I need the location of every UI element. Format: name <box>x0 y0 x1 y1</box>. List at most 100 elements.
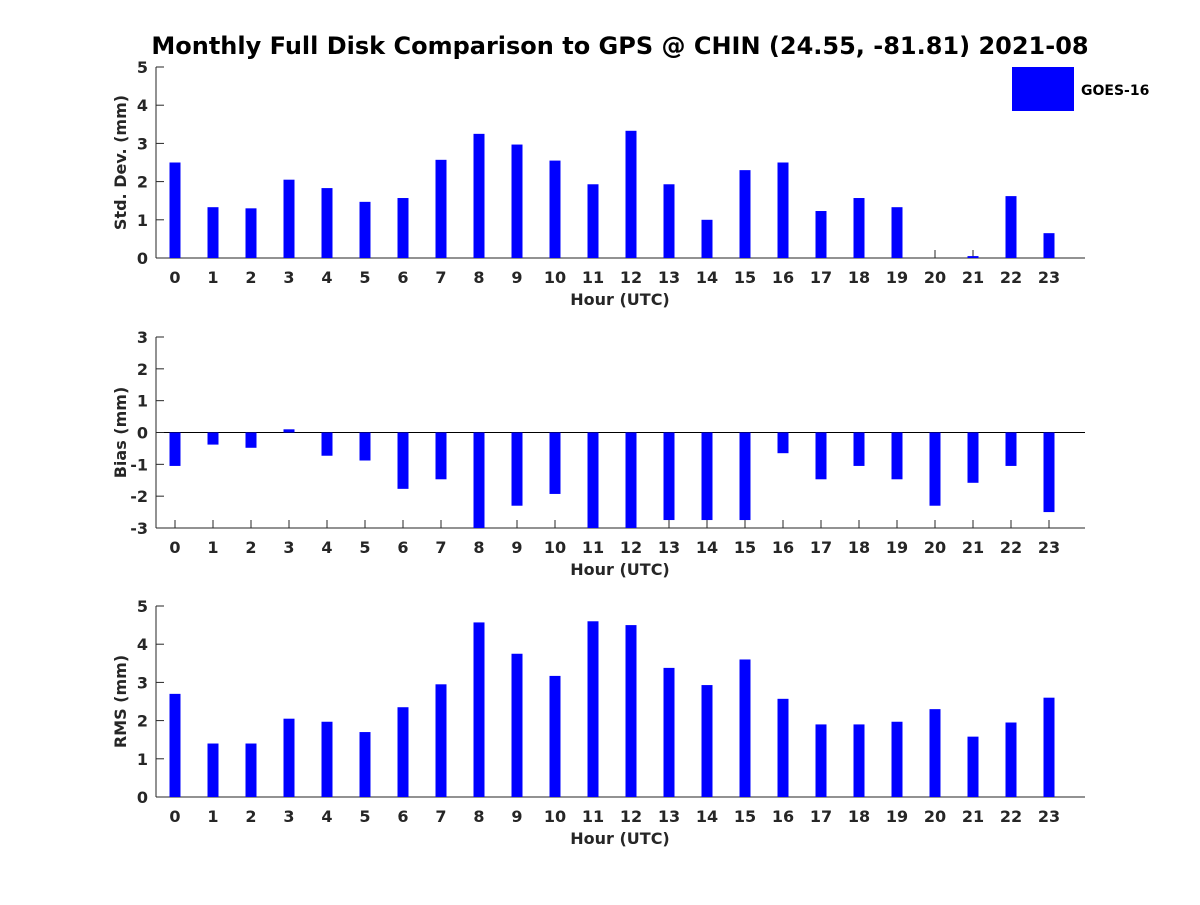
y-tick-label: 3 <box>137 134 148 153</box>
x-tick-label: 18 <box>848 807 870 826</box>
bar-hour-19 <box>891 721 903 797</box>
x-tick-label: 14 <box>696 268 718 287</box>
x-tick-label: 11 <box>582 538 604 557</box>
bar-hour-18 <box>853 724 865 797</box>
legend-label: GOES-16 <box>1081 83 1149 99</box>
x-tick-label: 3 <box>283 807 294 826</box>
y-tick-label: 4 <box>137 96 148 115</box>
x-axis-label: Hour (UTC) <box>570 290 670 309</box>
x-tick-label: 3 <box>283 268 294 287</box>
bar-hour-19 <box>891 432 903 480</box>
bar-hour-22 <box>1005 196 1017 258</box>
bar-hour-1 <box>207 432 219 445</box>
x-tick-label: 21 <box>962 807 984 826</box>
x-tick-label: 17 <box>810 538 832 557</box>
x-tick-label: 17 <box>810 268 832 287</box>
x-tick-label: 15 <box>734 807 756 826</box>
bar-hour-3 <box>283 718 295 797</box>
x-tick-label: 3 <box>283 538 294 557</box>
x-tick-label: 21 <box>962 538 984 557</box>
bar-hour-6 <box>397 707 409 797</box>
bar-hour-5 <box>359 201 371 258</box>
bar-hour-2 <box>245 208 257 258</box>
y-tick-label: 3 <box>137 673 148 692</box>
x-tick-label: 6 <box>397 807 408 826</box>
y-tick-label: 0 <box>137 424 148 443</box>
y-tick-label: -2 <box>130 487 148 506</box>
x-tick-label: 1 <box>207 807 218 826</box>
x-tick-label: 1 <box>207 268 218 287</box>
bar-hour-1 <box>207 207 219 258</box>
bar-hour-3 <box>283 179 295 258</box>
bar-hour-9 <box>511 653 523 797</box>
y-axis-label: Bias (mm) <box>111 387 130 479</box>
y-tick-label: 2 <box>137 712 148 731</box>
bar-hour-5 <box>359 732 371 797</box>
x-tick-label: 22 <box>1000 807 1022 826</box>
x-tick-label: 21 <box>962 268 984 287</box>
x-tick-label: 10 <box>544 268 566 287</box>
x-tick-label: 16 <box>772 807 794 826</box>
bar-hour-1 <box>207 743 219 797</box>
bar-hour-3 <box>283 429 295 433</box>
x-tick-label: 19 <box>886 538 908 557</box>
bar-hour-19 <box>891 207 903 258</box>
x-tick-label: 23 <box>1038 538 1060 557</box>
x-tick-label: 8 <box>473 538 484 557</box>
bar-hour-0 <box>169 432 181 466</box>
bar-hour-9 <box>511 144 523 258</box>
bar-hour-14 <box>701 685 713 797</box>
x-tick-label: 4 <box>321 807 332 826</box>
bar-hour-5 <box>359 432 371 461</box>
bar-hour-20 <box>929 709 941 797</box>
bar-hour-11 <box>587 184 599 258</box>
bar-hour-4 <box>321 188 333 258</box>
x-tick-label: 5 <box>359 807 370 826</box>
x-tick-label: 9 <box>511 538 522 557</box>
bar-hour-21 <box>967 736 979 797</box>
x-tick-label: 11 <box>582 807 604 826</box>
bar-hour-23 <box>1043 233 1055 258</box>
x-tick-label: 13 <box>658 807 680 826</box>
x-tick-label: 19 <box>886 268 908 287</box>
x-tick-label: 0 <box>169 268 180 287</box>
x-tick-label: 22 <box>1000 538 1022 557</box>
x-tick-label: 17 <box>810 807 832 826</box>
x-tick-label: 12 <box>620 538 642 557</box>
x-tick-label: 5 <box>359 538 370 557</box>
bar-hour-2 <box>245 432 257 448</box>
x-tick-label: 8 <box>473 268 484 287</box>
bar-hour-22 <box>1005 432 1017 466</box>
bar-hour-21 <box>967 256 979 258</box>
bar-hour-9 <box>511 432 523 506</box>
x-tick-label: 23 <box>1038 807 1060 826</box>
bar-hour-6 <box>397 432 409 489</box>
chart-title: Monthly Full Disk Comparison to GPS @ CH… <box>151 32 1088 60</box>
bar-hour-13 <box>663 184 675 258</box>
bar-hour-16 <box>777 432 789 454</box>
x-tick-label: 9 <box>511 268 522 287</box>
x-tick-label: 7 <box>435 538 446 557</box>
bar-hour-12 <box>625 432 637 528</box>
bar-hour-10 <box>549 160 561 258</box>
bar-hour-10 <box>549 432 561 494</box>
x-tick-label: 20 <box>924 268 946 287</box>
x-tick-label: 15 <box>734 268 756 287</box>
y-tick-label: 2 <box>137 173 148 192</box>
bar-hour-14 <box>701 219 713 258</box>
x-tick-label: 16 <box>772 268 794 287</box>
bar-hour-15 <box>739 659 751 797</box>
x-tick-label: 0 <box>169 538 180 557</box>
y-tick-label: 3 <box>137 328 148 347</box>
x-tick-label: 4 <box>321 268 332 287</box>
y-tick-label: -3 <box>130 519 148 538</box>
x-tick-label: 5 <box>359 268 370 287</box>
x-tick-label: 14 <box>696 807 718 826</box>
bar-hour-23 <box>1043 432 1055 513</box>
bar-hour-4 <box>321 432 333 456</box>
x-tick-label: 6 <box>397 268 408 287</box>
y-tick-label: 1 <box>137 392 148 411</box>
